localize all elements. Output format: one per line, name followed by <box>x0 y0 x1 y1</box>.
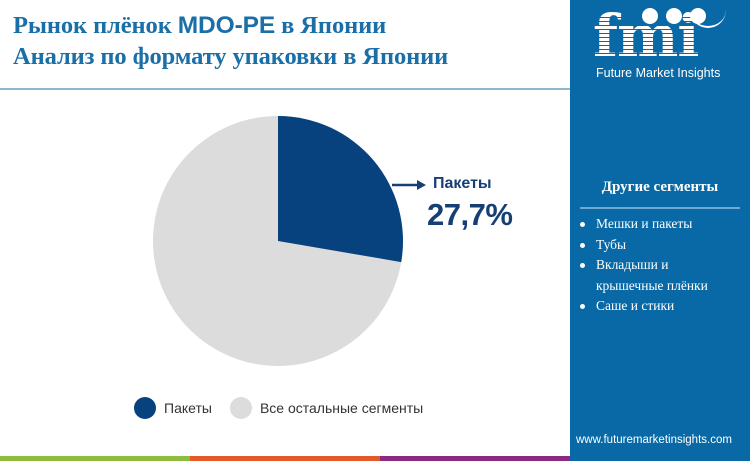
segment-item: Вкладыши и <box>578 255 708 276</box>
globe-europe-icon <box>666 8 682 24</box>
legend-label: Пакеты <box>164 400 212 416</box>
title-text: в Японии <box>275 12 387 39</box>
legend-swatch-icon <box>229 397 252 419</box>
callout-label: Пакеты <box>433 175 492 192</box>
title-divider <box>0 88 570 90</box>
other-segments-title: Другие сегменты <box>601 179 719 195</box>
sidebar: fmi Future Market Insights Другие сегмен… <box>570 0 750 461</box>
segment-item: Тубы <box>578 235 708 256</box>
other-segments-list: Мешки и пакеты Тубы Вкладыши и крышечные… <box>578 214 708 317</box>
color-bar-orange <box>190 456 380 461</box>
title-line-2: Анализ по формату упаковки в Японии <box>13 43 449 70</box>
chart-panel: Рынок плёнок MDO-PE в Японии Анализ по ф… <box>0 10 570 461</box>
pie-chart <box>0 100 570 390</box>
globe-americas-icon <box>642 8 658 24</box>
legend-item-others[interactable]: Все остальные сегменты <box>229 397 424 419</box>
fmi-logo[interactable]: fmi Future Market Insights <box>570 0 750 90</box>
title-text: Рынок плёнок <box>13 12 178 39</box>
color-bar-green <box>0 456 190 461</box>
title-line-1: Рынок плёнок MDO-PE в Японии <box>13 10 563 41</box>
page-title: Рынок плёнок MDO-PE в Японии Анализ по ф… <box>13 10 563 72</box>
legend: Пакеты Все остальные сегменты <box>134 395 441 421</box>
segment-item: Мешки и пакеты <box>578 214 708 235</box>
logo-arc <box>690 6 726 28</box>
website-link[interactable]: www.futuremarketinsights.com <box>576 434 732 446</box>
title-brand: MDO-PE <box>177 12 276 39</box>
segment-item: Саше и стики <box>578 296 708 317</box>
color-bar <box>0 456 570 461</box>
legend-swatch-icon <box>134 397 156 419</box>
segment-item-continued: крышечные плёнки <box>596 277 708 293</box>
pie-slice-pakety[interactable] <box>278 116 403 263</box>
arrow-right-icon <box>417 180 426 190</box>
legend-item-pakety[interactable]: Пакеты <box>134 397 212 419</box>
logo-caption: Future Market Insights <box>596 66 721 80</box>
callout-value: 27,7% <box>427 197 513 232</box>
legend-label: Все остальные сегменты <box>259 400 424 416</box>
color-bar-purple <box>380 456 570 461</box>
pie-svg <box>153 116 426 366</box>
other-segments-divider <box>580 207 740 209</box>
